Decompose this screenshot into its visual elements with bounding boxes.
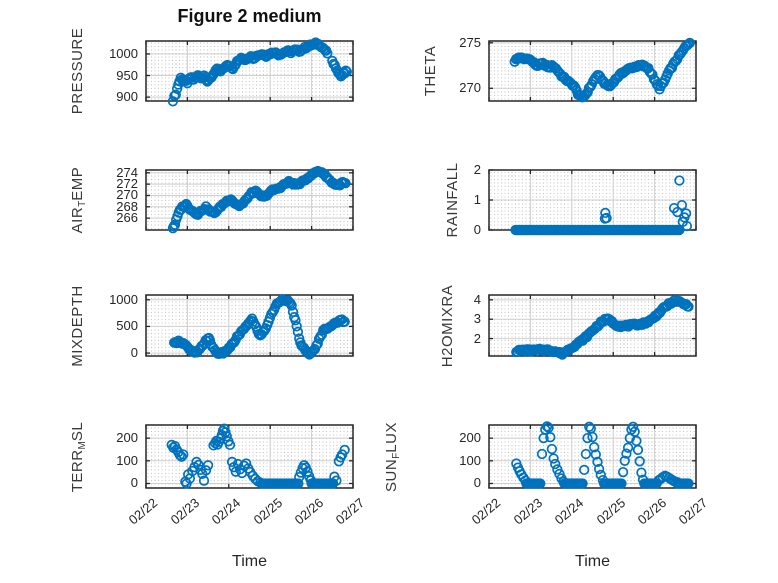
y-tick-label: 200 (459, 430, 481, 446)
y-tick-label: 4 (473, 291, 481, 307)
series-mixdepth (169, 293, 350, 360)
series-theta (509, 37, 695, 103)
y-tick-label: 268 (116, 198, 138, 214)
y-tick-label: 266 (116, 210, 138, 226)
series-pressure (167, 37, 352, 107)
figure-title: Figure 2 medium (177, 6, 322, 26)
y-tick-label: 0 (473, 222, 481, 237)
y-axis-label-h2omixra: H2OMIXRA (438, 284, 456, 367)
subplot-mixdepth (145, 293, 354, 360)
y-axis-label-theta: THETA (421, 45, 439, 97)
x-axis-label-right: Time (575, 553, 610, 570)
y-tick-label: 270 (459, 80, 481, 96)
y-tick-label: 1000 (109, 291, 138, 307)
y-tick-label: 2 (473, 330, 481, 346)
y-tick-label: 0 (130, 345, 138, 361)
y-tick-label: 950 (116, 67, 138, 83)
series-sun_flux (511, 421, 694, 489)
subplot-sun_flux (488, 421, 697, 489)
series-rainfall (510, 175, 693, 236)
y-tick-label: 2 (473, 162, 481, 177)
x-axis-label-left: Time (232, 553, 267, 570)
y-tick-label: 100 (459, 452, 481, 468)
y-tick-label: 270 (116, 187, 138, 203)
y-tick-label: 272 (116, 176, 138, 192)
y-tick-label: 0 (473, 475, 481, 491)
y-axis-label-sun_flux: SUN F LUX (382, 421, 402, 492)
subplot-air_temp (145, 165, 354, 234)
y-tick-label: 0 (130, 475, 138, 491)
subplot-terr_msl (145, 423, 354, 489)
y-tick-label: 100 (116, 452, 138, 468)
y-axis-label-terr_msl: TERR M SL (68, 421, 88, 492)
subplot-pressure (145, 37, 354, 107)
y-tick-label: 1 (473, 192, 481, 207)
y-tick-label: 275 (459, 34, 481, 50)
subplot-h2omixra (488, 294, 697, 360)
subplot-theta (488, 37, 697, 103)
y-tick-label: 274 (116, 164, 138, 180)
y-tick-label: 200 (116, 430, 138, 446)
subplot-rainfall (488, 169, 697, 236)
y-tick-label: 3 (473, 311, 481, 327)
series-h2omixra (511, 295, 694, 360)
y-tick-label: 1000 (109, 45, 138, 61)
y-tick-label: 900 (116, 89, 138, 105)
y-tick-label: 500 (116, 318, 138, 334)
series-terr_msl (166, 423, 350, 489)
series-air_temp (167, 165, 351, 234)
